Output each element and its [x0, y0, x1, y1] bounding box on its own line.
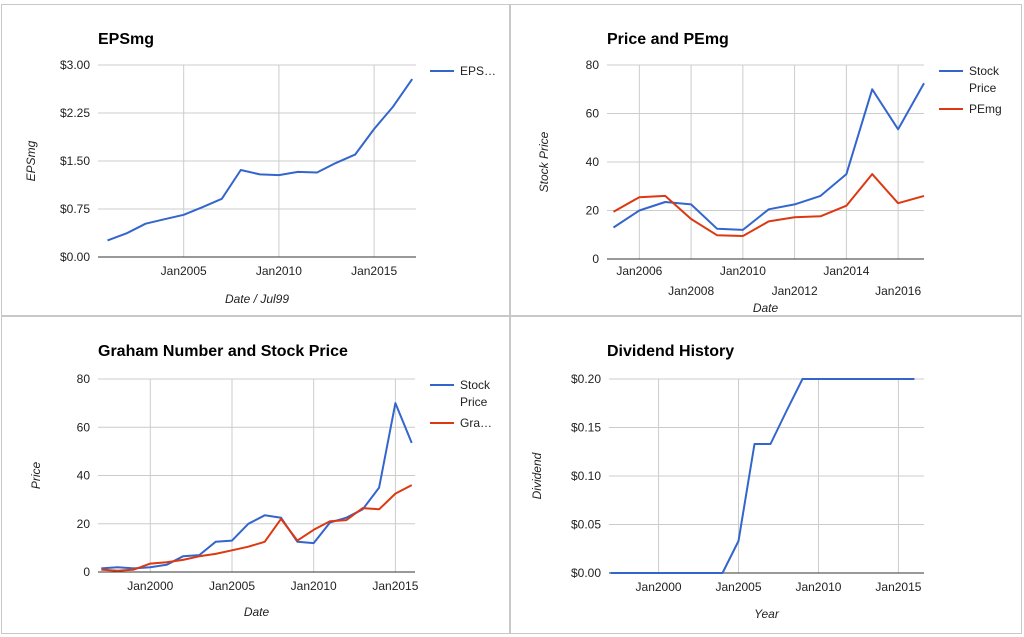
y-tick-label: 80 [77, 372, 91, 386]
x-tick-label: Jan2005 [161, 264, 207, 278]
graham-chart: Graham Number and Stock Price 0 20 40 60 80 Ja… [29, 343, 492, 619]
eps-chart-panel: EPSmg $0.00 $0.75 $1.50 $2.25 $3.00 Jan2005 Jan… [1, 4, 510, 316]
legend-label: Stock [969, 64, 1000, 78]
y-axis-title: EPSmg [24, 140, 38, 181]
y-tick-label: $0.15 [571, 421, 601, 435]
series-line-stock-price [612, 82, 925, 231]
series-line-pemg [613, 173, 925, 237]
x-axis-title: Date [753, 301, 779, 315]
y-axis-title: Stock Price [537, 131, 551, 192]
legend-label: EPS… [460, 64, 496, 78]
graham-chart-panel: Graham Number and Stock Price 0 20 40 60 80 Ja… [1, 316, 510, 634]
legend-label: Price [460, 395, 488, 409]
x-tick-label: Jan2010 [291, 579, 337, 593]
y-tick-label: 20 [586, 204, 600, 218]
y-tick-label: 60 [77, 420, 91, 434]
chart-title: Graham Number and Stock Price [98, 343, 348, 360]
y-tick-label: $0.05 [571, 518, 601, 532]
chart-title: Dividend History [607, 343, 734, 360]
x-tick-label: Jan2005 [715, 580, 761, 594]
x-tick-label: Jan2010 [795, 580, 841, 594]
eps-chart: EPSmg $0.00 $0.75 $1.50 $2.25 $3.00 Jan2005 Jan… [24, 31, 496, 306]
chart-title: EPSmg [98, 31, 154, 48]
y-tick-label: 20 [77, 517, 91, 531]
y-tick-label: 40 [77, 469, 91, 483]
x-axis-title: Year [754, 607, 780, 621]
y-tick-label: 80 [586, 58, 600, 72]
x-tick-label: Jan2000 [127, 579, 173, 593]
dividend-chart: Dividend History $0.00 $0.05 $0.10 $0.15 $0.2… [530, 343, 924, 621]
x-tick-label: Jan2015 [875, 580, 921, 594]
x-tick-label: Jan2010 [720, 264, 766, 278]
x-tick-label: Jan2005 [209, 579, 255, 593]
y-tick-label: 0 [83, 565, 90, 579]
legend-label: Stock [460, 378, 491, 392]
y-axis-title: Price [29, 462, 43, 490]
x-tick-label: Jan2015 [351, 264, 397, 278]
y-tick-label: $0.75 [60, 202, 90, 216]
series-line-gra [101, 484, 413, 572]
legend-label: Gra… [460, 416, 492, 430]
y-tick-label: $0.10 [571, 469, 601, 483]
series-line-dividend [610, 378, 915, 574]
x-tick-label: Jan2008 [668, 284, 714, 298]
y-axis-title: Dividend [530, 452, 544, 499]
y-tick-label: 0 [592, 252, 599, 266]
x-axis-title: Date [244, 605, 270, 619]
legend-label: PEmg [969, 102, 1002, 116]
x-tick-label: Jan2016 [875, 284, 921, 298]
y-tick-label: $3.00 [60, 58, 90, 72]
y-tick-label: $2.25 [60, 106, 90, 120]
x-tick-label: Jan2015 [372, 579, 418, 593]
chart-title: Price and PEmg [607, 31, 729, 48]
x-tick-label: Jan2000 [636, 580, 682, 594]
y-tick-label: $0.20 [571, 372, 601, 386]
price-pe-chart-panel: Price and PEmg 0 20 40 60 80 Jan2006 Jan2008 Jan… [510, 4, 1022, 316]
y-tick-label: 40 [586, 155, 600, 169]
y-tick-label: 60 [586, 107, 600, 121]
series-line-eps [107, 78, 414, 242]
x-tick-label: Jan2010 [256, 264, 302, 278]
legend-label: Price [969, 81, 997, 95]
x-tick-label: Jan2006 [616, 264, 662, 278]
x-tick-label: Jan2012 [772, 284, 818, 298]
price-pe-chart: Price and PEmg 0 20 40 60 80 Jan2006 Jan2008 Jan… [537, 31, 1002, 315]
x-tick-label: Jan2014 [823, 264, 869, 278]
dividend-chart-panel: Dividend History $0.00 $0.05 $0.10 $0.15 $0.2… [510, 316, 1022, 634]
x-axis-title: Date / Jul99 [225, 292, 289, 306]
y-tick-label: $0.00 [60, 250, 90, 264]
y-tick-label: $0.00 [571, 566, 601, 580]
y-tick-label: $1.50 [60, 154, 90, 168]
